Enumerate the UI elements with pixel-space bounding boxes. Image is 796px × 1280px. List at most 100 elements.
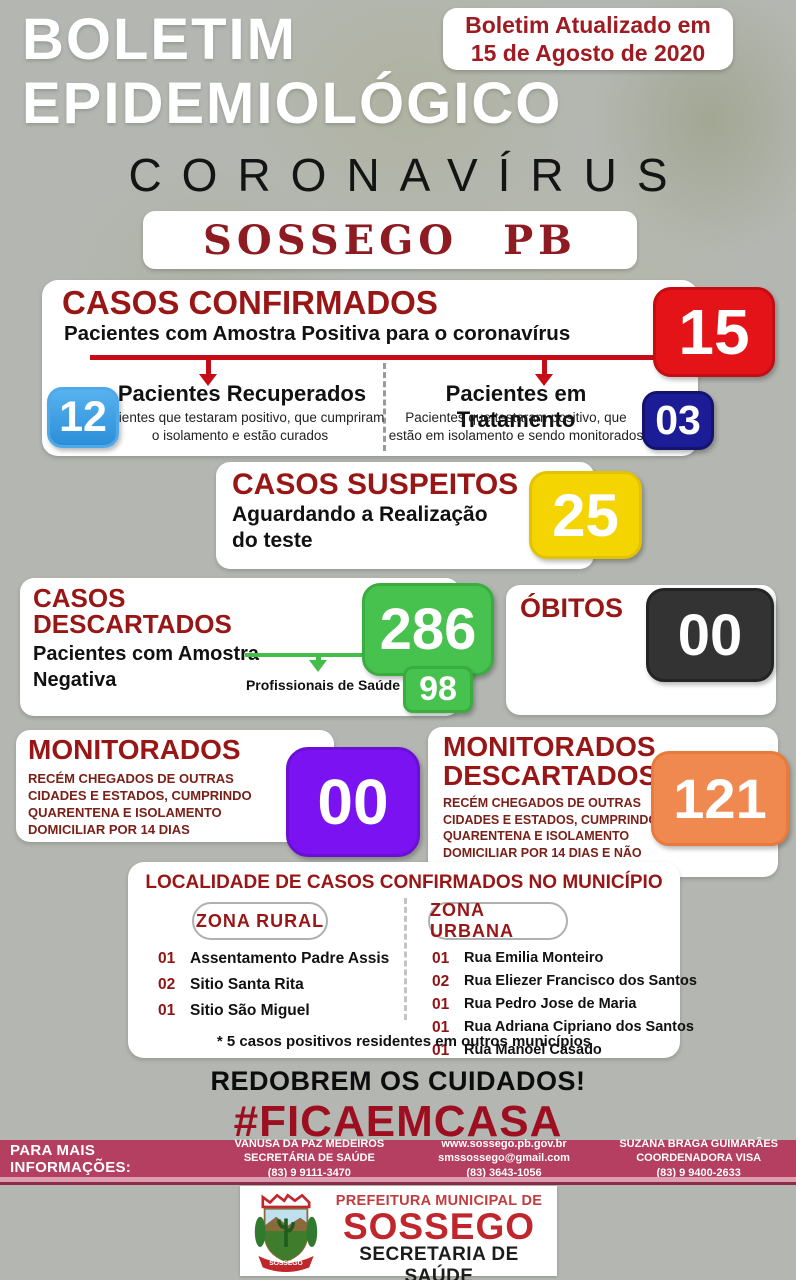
descartados-title-line2: DESCARTADOS [33,609,232,639]
monitorados-descartados-count-badge: 121 [651,751,789,846]
monitorados-title: MONITORADOS [28,734,241,765]
localidade-title: LOCALIDADE DE CASOS CONFIRMADOS NO MUNIC… [145,872,663,893]
case-location: Sitio São Miguel [190,1002,310,1019]
contact-phone: (83) 9 9111-3470 [267,1166,351,1179]
arrow-down-icon [199,360,217,386]
descartados-desc-line1: Pacientes com Amostra [33,643,260,665]
case-count: 02 [158,976,176,993]
case-count: 01 [158,950,176,967]
city-badge-label: SOSSEGO PB [203,216,577,264]
city-badge: SOSSEGO PB [143,211,637,269]
page-title: BOLETIM EPIDEMIOLÓGICO [22,8,562,136]
case-count: 01 [432,1042,450,1059]
logo-line3: SECRETARIA DE SAÚDE [359,1244,519,1280]
case-count: 02 [432,973,450,990]
crest-ribbon-label: SOSSEGO [269,1260,302,1267]
case-location: Rua Eliezer Francisco dos Santos [464,973,697,989]
logo-line2: SOSSEGO [342,1206,536,1247]
recuperados-desc: Pacientes que testaram positivo, que cum… [95,410,385,443]
confirmados-title: CASOS CONFIRMADOS [62,284,438,321]
footer-bar-shadow [0,1182,796,1185]
case-location: Assentamento Padre Assis [190,950,390,967]
list-item: 01 Sitio São Miguel [158,1002,389,1020]
footer-contact-column: www.sossego.pb.gov.br smssossego@gmail.c… [407,1137,602,1181]
localidade-divider [404,898,407,1020]
zona-rural-list: 01 Assentamento Padre Assis 02 Sitio San… [158,950,389,1028]
updated-date-line2: 15 de Agosto de 2020 [470,40,706,66]
descartados-connector-line [245,653,365,657]
logo-line1: PREFEITURA MUNICIPAL DE [335,1193,543,1209]
confirmados-count-badge: 15 [653,287,775,377]
page-title-line1: BOLETIM [22,7,297,72]
saude-label: Profissionais de Saúde [245,677,400,693]
arrow-down-icon [309,653,327,672]
descartados-count-badge: 286 [362,583,494,676]
monitorados-card [16,730,334,842]
contact-name: SUZANA BRAGA GUIMARÃES [619,1137,779,1150]
monitorados-descartados-title-line2: DESCARTADOS [443,760,658,791]
contact-email: smssossego@gmail.com [438,1152,570,1165]
monitorados-descartados-title-line1: MONITORADOS [443,731,656,762]
tratamento-title: Pacientes em Tratamento [445,381,587,432]
contact-phone: (83) 9 9400-2633 [656,1166,741,1179]
case-count: 01 [432,996,450,1013]
contact-role: SECRETÁRIA DE SAÚDE [243,1152,375,1165]
contact-website: www.sossego.pb.gov.br [441,1137,567,1150]
zona-rural-label: ZONA RURAL [195,910,325,931]
coronavirus-heading: CORONAVÍRUS [128,149,688,201]
list-item: 01 Rua Manoel Casado [432,1042,697,1060]
updated-date-box: Boletim Atualizado em 15 de Agosto de 20… [443,8,733,70]
list-item: 01 Rua Pedro Jose de Maria [432,996,697,1014]
list-item: 01 Rua Adriana Cipriano dos Santos [432,1019,697,1037]
confirmados-subtitle: Pacientes com Amostra Positiva para o co… [64,322,571,345]
confirmados-card [42,280,698,456]
footer-bar-highlight [0,1177,796,1182]
list-item: 01 Rua Emilia Monteiro [432,950,697,968]
monitorados-desc: RECÉM CHEGADOS DE OUTRAS CIDADES E ESTAD… [28,771,252,838]
footer-contact-column: VANUSA DA PAZ MEDEIROS SECRETÁRIA DE SAÚ… [212,1137,407,1181]
arrow-down-icon [535,360,553,386]
suspeitos-desc-line1: Aguardando a Realização [232,503,488,526]
case-location: Rua Manoel Casado [464,1042,602,1058]
case-location: Rua Adriana Cipriano dos Santos [464,1019,694,1035]
list-item: 02 Rua Eliezer Francisco dos Santos [432,973,697,991]
updated-date-line1: Boletim Atualizado em [465,12,711,38]
case-count: 01 [158,1002,176,1019]
zona-urbana-pill: ZONA URBANA [428,900,568,941]
tratamento-desc: Pacientes que testaram positivo, que est… [388,410,644,443]
suspeitos-title: CASOS SUSPEITOS [232,468,519,501]
case-count: 01 [432,950,450,967]
localidade-footnote: * 5 casos positivos residentes em outros… [216,1033,592,1050]
case-location: Sitio Santa Rita [190,976,304,993]
case-location: Rua Emilia Monteiro [464,950,604,966]
list-item: 02 Sitio Santa Rita [158,976,389,994]
footer-contact-column: SUZANA BRAGA GUIMARÃES COORDENADORA VISA… [601,1137,796,1181]
recuperados-count-badge: 12 [47,387,119,448]
list-item: 01 Assentamento Padre Assis [158,950,389,968]
page-title-line2: EPIDEMIOLÓGICO [22,71,563,136]
coat-of-arms-icon: SOSSEGO [254,1193,318,1272]
zona-rural-pill: ZONA RURAL [192,902,328,940]
monitorados-count-badge: 00 [286,747,420,857]
footer-info-bar: PARA MAIS INFORMAÇÕES: VANUSA DA PAZ MED… [0,1138,796,1179]
footer-label: PARA MAIS INFORMAÇÕES: [10,1141,132,1176]
tratamento-count-badge: 03 [642,391,714,450]
obitos-title: ÓBITOS [520,593,624,623]
descartados-desc-line2: Negativa [33,669,117,691]
municipality-logo-box: SOSSEGO PREFEITURA MUNICIPAL DE SOSSEGO … [240,1186,557,1280]
confirmados-divider [383,363,386,451]
suspeitos-count-badge: 25 [529,471,642,559]
recuperados-title: Pacientes Recuperados [117,381,367,406]
case-count: 01 [432,1019,450,1036]
cta-hashtag: #FICAEMCASA [233,1097,563,1146]
obitos-count-badge: 00 [646,588,774,682]
contact-role: COORDENADORA VISA [636,1152,762,1165]
cta-text: REDOBREM OS CUIDADOS! [210,1066,586,1096]
confirmados-connector-line [90,355,662,360]
contact-name: VANUSA DA PAZ MEDEIROS [234,1137,385,1150]
contact-phone: (83) 3643-1056 [466,1166,542,1179]
zona-urbana-list: 01 Rua Emilia Monteiro 02 Rua Eliezer Fr… [432,950,697,1065]
municipality-logo-text: PREFEITURA MUNICIPAL DE SOSSEGO SECRETAR… [328,1188,550,1280]
descartados-title-line1: CASOS [33,583,126,613]
